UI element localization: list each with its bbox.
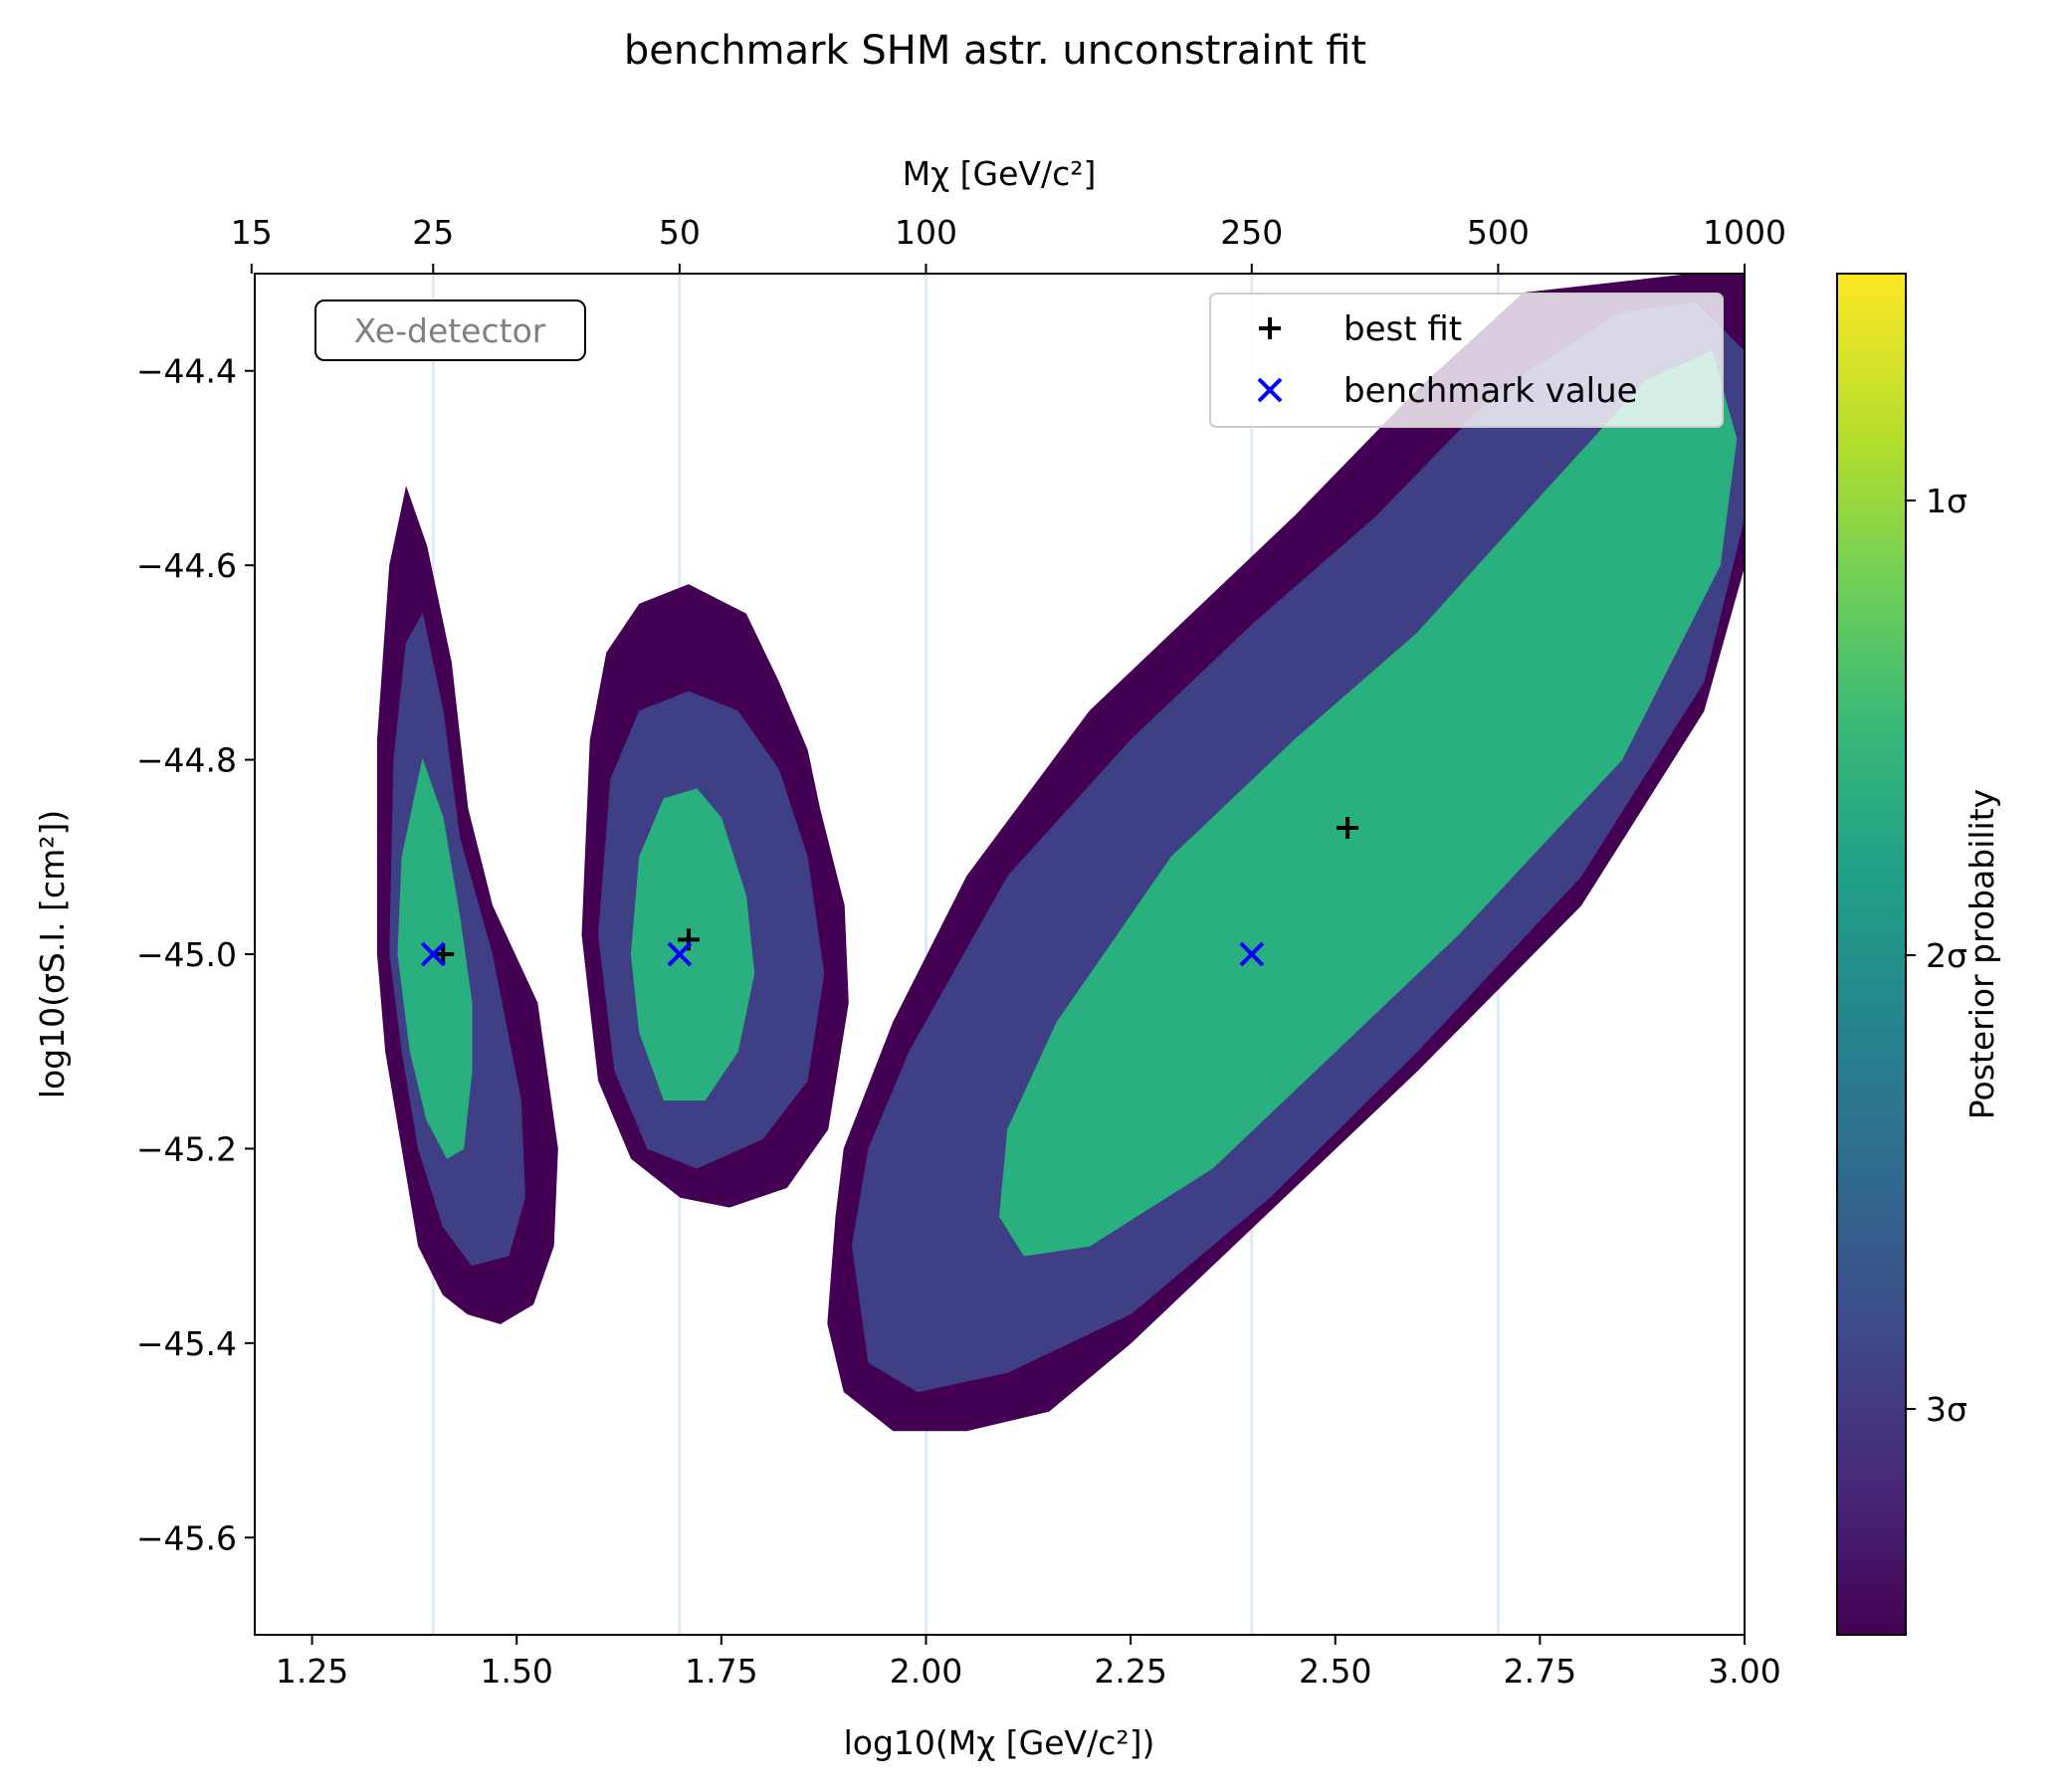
colorbar-tick-label: 1σ <box>1926 482 1967 520</box>
best-fit-marker <box>1337 816 1359 839</box>
top-axis-label: Mχ [GeV/c²] <box>903 154 1097 193</box>
y-axis-label: log10(σS.I. [cm²]) <box>33 810 72 1098</box>
y-tick-label: −45.4 <box>136 1324 237 1363</box>
x-tick-label: 2.75 <box>1504 1652 1576 1691</box>
x-tick-label: 2.25 <box>1094 1652 1166 1691</box>
point-markers <box>420 816 1359 967</box>
benchmark-marker <box>1239 941 1265 967</box>
y-tick-label: −45.2 <box>136 1129 237 1168</box>
top-tick-label: 500 <box>1467 213 1530 252</box>
top-tick-label: 15 <box>231 213 273 252</box>
x-tick-label: 1.75 <box>685 1652 757 1691</box>
contour-250GeV-1sigma <box>998 350 1738 1257</box>
legend-marker-best-fit <box>1259 317 1281 339</box>
x-tick-label: 1.25 <box>276 1652 348 1691</box>
legend-marker-benchmark <box>1257 377 1283 403</box>
x-tick-label: 2.50 <box>1299 1652 1371 1691</box>
y-tick-label: −45.0 <box>136 935 237 974</box>
benchmark-marker <box>667 941 693 967</box>
detector-badge-text: Xe-detector <box>354 311 546 350</box>
posterior-contours <box>376 274 1745 1432</box>
top-tick-label: 50 <box>659 213 701 252</box>
y-tick-label: −44.4 <box>136 352 237 391</box>
y-tick-label: −44.8 <box>136 741 237 780</box>
y-axis-ticks: −44.4 −44.6 −44.8 −45.0 −45.2 −45.4 −45.6 <box>136 352 255 1557</box>
x-axis-label: log10(Mχ [GeV/c²]) <box>844 1723 1155 1762</box>
detector-badge: Xe-detector <box>314 299 586 361</box>
legend-label: benchmark value <box>1343 371 1638 411</box>
benchmark-marker <box>420 941 446 967</box>
top-tick-label: 25 <box>412 213 454 252</box>
colorbar-tick-label: 3σ <box>1926 1390 1967 1429</box>
colorbar-ticks: 1σ 2σ 3σ <box>1906 482 1967 1429</box>
contour-50GeV-1sigma <box>630 788 755 1101</box>
contour-25GeV-1sigma <box>397 757 473 1159</box>
top-tick-label: 1000 <box>1703 213 1786 252</box>
colorbar-label: Posterior probability <box>1962 789 2001 1119</box>
legend: best fit benchmark value <box>1209 293 1724 428</box>
top-tick-label: 100 <box>895 213 957 252</box>
legend-label: best fit <box>1343 309 1462 349</box>
colorbar: 1σ 2σ 3σ Posterior probability <box>1836 273 2001 1636</box>
y-tick-label: −45.6 <box>136 1518 237 1557</box>
colorbar-tick-label: 2σ <box>1926 936 1967 975</box>
x-tick-label: 3.00 <box>1708 1652 1780 1691</box>
colorbar-gradient <box>1836 273 1907 1636</box>
y-tick-label: −44.6 <box>136 546 237 585</box>
top-tick-label: 250 <box>1220 213 1283 252</box>
x-tick-label: 2.00 <box>890 1652 962 1691</box>
top-axis-ticks: 15 25 50 100 250 500 1000 <box>231 213 1786 274</box>
x-tick-label: 1.50 <box>480 1652 552 1691</box>
chart-title: benchmark SHM astr. unconstraint fit <box>624 28 1366 74</box>
x-axis-ticks: 1.25 1.50 1.75 2.00 2.25 2.50 2.75 3.00 <box>276 1635 1781 1691</box>
